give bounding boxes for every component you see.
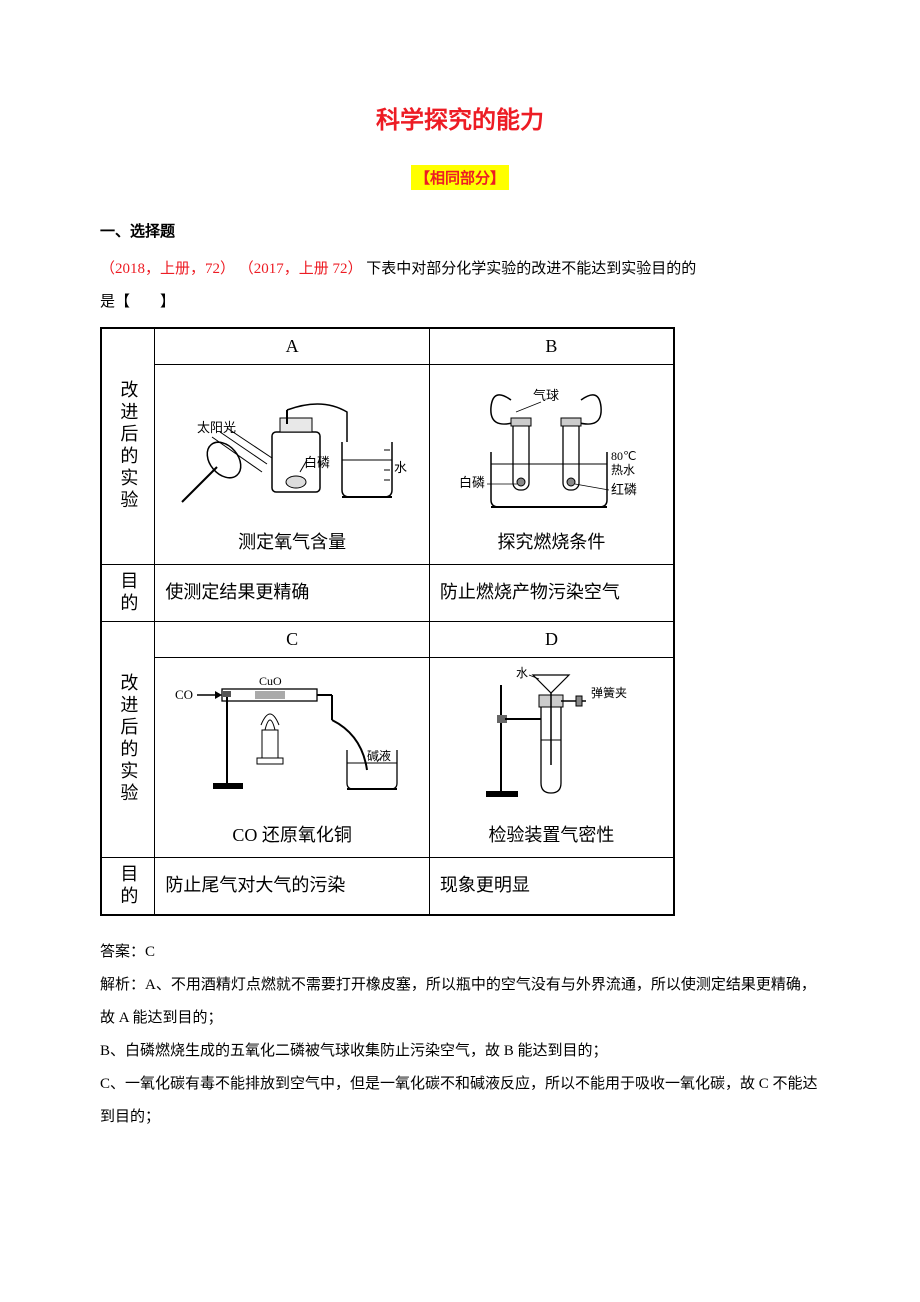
answer-label: 答案：C [100,936,820,969]
answer-block: 答案：C 解析：A、不用酒精灯点燃就不需要打开橡皮塞，所以瓶中的空气没有与外界流… [100,936,820,1134]
row-label-experiment-2: 改进后的实验 [101,621,155,857]
label-base: 碱液 [367,748,391,763]
diagram-a: 太阳光 白磷 水 [172,382,412,522]
label-temp: 80℃ [611,449,636,463]
label-clip: 弹簧夹 [591,685,627,700]
label-co: CO [175,687,193,702]
question-stem: （2018，上册，72） （2017，上册 72） 下表中对部分化学实验的改进不… [100,253,820,319]
caption-c: CO 还原氧化铜 [165,821,418,847]
label-water-a: 水 [394,460,407,475]
explanation-b: B、白磷燃烧生成的五氧化二磷被气球收集防止污染空气，故 B 能达到目的； [100,1035,820,1068]
col-header-b: B [429,328,674,364]
section-tag-wrapper: 【相同部分】 [100,165,820,190]
diagram-cell-d: 水 弹簧夹 检验装置气密性 [429,657,674,857]
question-text-1: 下表中对部分化学实验的改进不能达到实验目的的 [366,261,696,277]
label-water-d: 水 [516,666,528,680]
diagram-c: CO CuO [167,665,417,815]
row-label-purpose-2: 目的 [101,857,155,915]
col-header-d: D [429,621,674,657]
purpose-b: 防止燃烧产物污染空气 [429,564,674,621]
col-header-c: C [155,621,429,657]
diagram-cell-b: 气球 80℃ 热水 白磷 红磷 探究燃烧 [429,364,674,564]
page-title: 科学探究的能力 [100,100,820,135]
question-text-2: 是【 】 [100,294,175,310]
label-balloon: 气球 [533,388,559,403]
row-label-purpose-1: 目的 [101,564,155,621]
purpose-a: 使测定结果更精确 [155,564,429,621]
explanation-a: A、不用酒精灯点燃就不需要打开橡皮塞，所以瓶中的空气没有与外界流通，所以使测定结… [100,977,816,1026]
diagram-cell-a: 太阳光 白磷 水 测定氧气含量 [155,364,429,564]
label-wp-a: 白磷 [304,455,330,470]
label-sun: 太阳光 [197,420,236,435]
caption-b: 探究燃烧条件 [440,528,663,554]
caption-d: 检验装置气密性 [440,821,663,847]
experiment-table: 改进后的实验 A B 太阳光 白磷 [100,327,675,916]
label-rp: 红磷 [611,482,637,497]
explanation-c: C、一氧化碳有毒不能排放到空气中，但是一氧化碳不和碱液反应，所以不能用于吸收一氧… [100,1068,820,1134]
col-header-a: A [155,328,429,364]
purpose-c: 防止尾气对大气的污染 [155,857,429,915]
question-ref-2: （2017，上册 72） [239,261,363,277]
diagram-d: 水 弹簧夹 [451,665,651,815]
label-cuo: CuO [259,674,282,688]
label-hotwater: 热水 [611,463,635,477]
section-tag: 【相同部分】 [411,165,509,190]
diagram-cell-c: CO CuO [155,657,429,857]
purpose-d: 现象更明显 [429,857,674,915]
explanation-lead: 解析： [100,977,145,993]
label-wp-b: 白磷 [459,475,485,490]
row-label-experiment: 改进后的实验 [101,328,155,564]
subsection-heading: 一、选择题 [100,220,820,241]
diagram-b: 气球 80℃ 热水 白磷 红磷 [441,382,661,522]
caption-a: 测定氧气含量 [165,528,418,554]
question-ref-1: （2018，上册，72） [100,261,235,277]
